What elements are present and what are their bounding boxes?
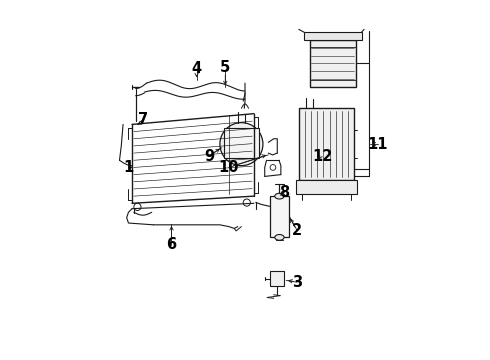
Bar: [270, 271, 284, 286]
Text: 4: 4: [192, 61, 202, 76]
Text: 12: 12: [312, 149, 332, 164]
Text: 11: 11: [368, 137, 388, 152]
Bar: [299, 108, 354, 180]
Text: 3: 3: [292, 275, 302, 290]
Bar: [270, 196, 289, 237]
Text: 9: 9: [204, 149, 214, 164]
Text: 1: 1: [123, 160, 134, 175]
Circle shape: [230, 132, 253, 156]
Ellipse shape: [275, 234, 284, 240]
Text: 2: 2: [292, 223, 302, 238]
Bar: [296, 180, 357, 194]
Text: 8: 8: [279, 185, 290, 200]
Bar: [304, 32, 362, 40]
Circle shape: [220, 123, 263, 166]
Bar: [310, 40, 356, 87]
Ellipse shape: [275, 193, 284, 199]
Circle shape: [238, 140, 245, 148]
Text: 6: 6: [167, 237, 176, 252]
Text: 5: 5: [220, 59, 230, 75]
Text: 10: 10: [219, 160, 239, 175]
Bar: [224, 128, 259, 158]
Text: 7: 7: [138, 112, 148, 126]
